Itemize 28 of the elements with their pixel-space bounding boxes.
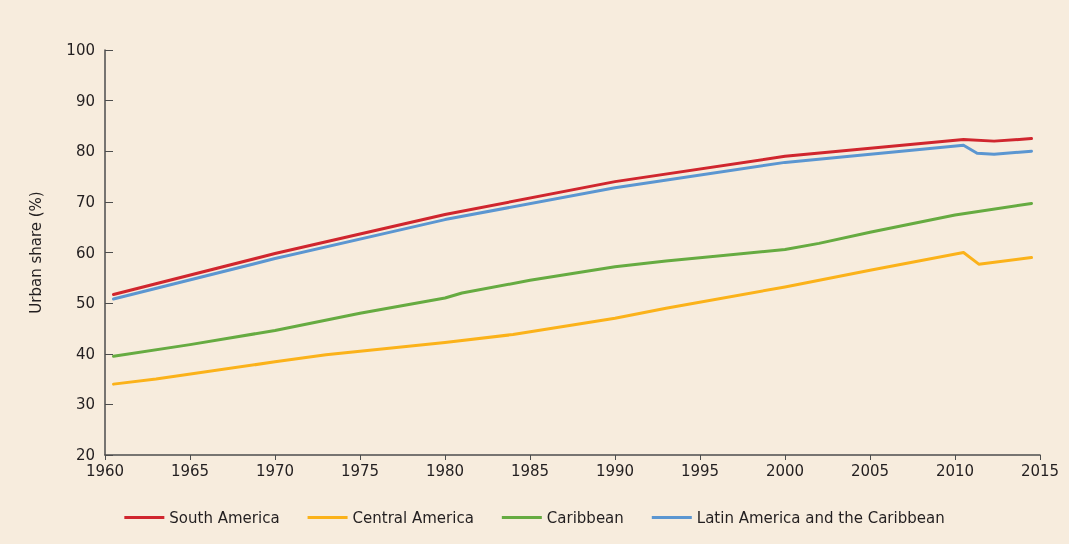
x-tick-label: 1965: [170, 461, 210, 480]
legend-label: Latin America and the Caribbean: [696, 508, 945, 527]
y-tick-label: 60: [75, 243, 95, 262]
x-tick-label: 1980: [425, 461, 465, 480]
legend-label: Central America: [352, 508, 474, 527]
y-tick-label: 40: [75, 344, 95, 363]
x-tick-label: 2000: [765, 461, 805, 480]
y-tick-label: 50: [75, 294, 95, 313]
x-tick-label: 1960: [85, 461, 125, 480]
x-tick-label: 1970: [255, 461, 295, 480]
legend-label: South America: [169, 508, 280, 527]
x-tick-label: 1990: [595, 461, 635, 480]
y-tick-label: 20: [75, 446, 95, 464]
y-tick-label: 100: [66, 41, 95, 59]
y-tick-label: 30: [75, 395, 95, 414]
legend-label: Caribbean: [546, 508, 624, 527]
y-tick-label: 70: [75, 192, 95, 211]
x-tick-label: 1995: [680, 461, 720, 480]
y-axis-title: Urban share (%): [26, 191, 45, 314]
x-tick-label: 2005: [850, 461, 890, 480]
line-series: [112, 251, 1033, 386]
x-tick-label: 2010: [935, 461, 975, 480]
x-tick-label: 1985: [510, 461, 550, 480]
y-tick-label: 90: [75, 91, 95, 110]
y-tick-label: 80: [75, 142, 95, 161]
x-tick-label: 2015: [1020, 461, 1060, 480]
x-tick-label: 1975: [340, 461, 380, 480]
line-series: [112, 201, 1033, 358]
